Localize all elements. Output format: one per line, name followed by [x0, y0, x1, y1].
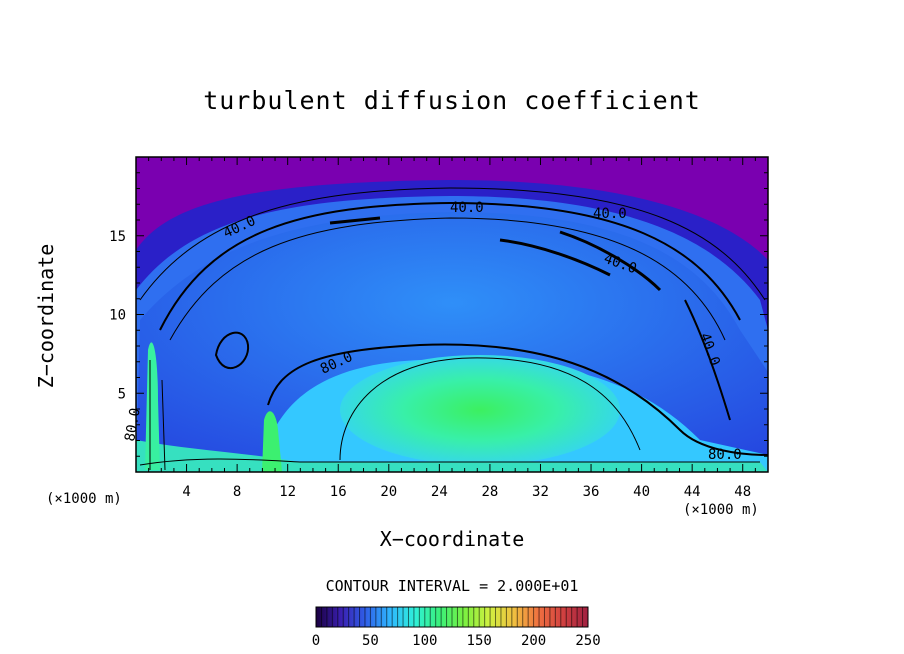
colorbar-tick-label: 50 — [362, 633, 379, 649]
contour-outer-thin — [139, 187, 766, 301]
x-tick-label: 32 — [532, 484, 549, 500]
x-unit-left: (×1000 m) — [46, 491, 122, 507]
colorbar-tick-label: 100 — [412, 633, 437, 649]
x-tick-label: 20 — [380, 484, 397, 500]
y-axis-label: Z−coordinate — [34, 243, 58, 389]
x-axis-label: X−coordinate — [379, 527, 525, 551]
x-tick-label: 48 — [734, 484, 751, 500]
contour-left-loop — [214, 331, 250, 369]
x-tick-label: 8 — [233, 484, 241, 500]
chart-title: turbulent diffusion coefficient — [203, 86, 701, 115]
colorbar: 0 50 100 150 200 250 — [312, 606, 601, 649]
contour-label: 80.0 — [122, 407, 144, 443]
colorbar-tick-label: 0 — [312, 633, 320, 649]
field-core-green — [340, 355, 620, 465]
contour-label: 80.0 — [708, 447, 742, 463]
x-tick-label: 28 — [481, 484, 498, 500]
contour-bottom-thin — [139, 458, 760, 466]
contour-40-main — [159, 201, 741, 331]
heatmap-field — [136, 157, 768, 472]
field-center-plume — [262, 411, 282, 472]
contour-core-thin — [339, 357, 641, 461]
y-tick-label: 10 — [109, 308, 126, 324]
contour-streak-2 — [559, 230, 662, 292]
x-tick-label: 16 — [330, 484, 347, 500]
contour-streak-1 — [499, 238, 611, 277]
contour-streak-3 — [684, 299, 731, 421]
x-unit-right: (×1000 m) — [683, 502, 759, 518]
colorbar-tick-label: 200 — [521, 633, 546, 649]
colorbar-tick-label: 150 — [467, 633, 492, 649]
contour-label: 40.0 — [593, 206, 627, 222]
x-tick-label: 4 — [182, 484, 190, 500]
contour-streak-4 — [329, 216, 381, 225]
contour-80-main — [267, 343, 768, 456]
contour-inner-thin — [169, 217, 726, 341]
x-tick-label: 36 — [583, 484, 600, 500]
x-axis: 4 8 12 16 20 24 28 32 36 40 44 48 — [148, 157, 756, 500]
field-bottom-band — [136, 440, 768, 472]
y-tick-label: 5 — [118, 386, 126, 402]
contour-lines — [139, 187, 768, 471]
colorbar-tick-label: 250 — [575, 633, 600, 649]
x-tick-label: 40 — [633, 484, 650, 500]
x-tick-label: 12 — [279, 484, 296, 500]
x-tick-label: 24 — [431, 484, 448, 500]
contour-interval-label: CONTOUR INTERVAL = 2.000E+01 — [325, 577, 579, 595]
contour-left-plume-lines — [149, 360, 166, 471]
contour-label: 40.0 — [450, 200, 484, 216]
y-tick-label: 15 — [109, 229, 126, 245]
field-left-plume — [145, 342, 160, 470]
y-axis: 5 10 15 — [109, 172, 768, 457]
x-tick-label: 44 — [684, 484, 701, 500]
